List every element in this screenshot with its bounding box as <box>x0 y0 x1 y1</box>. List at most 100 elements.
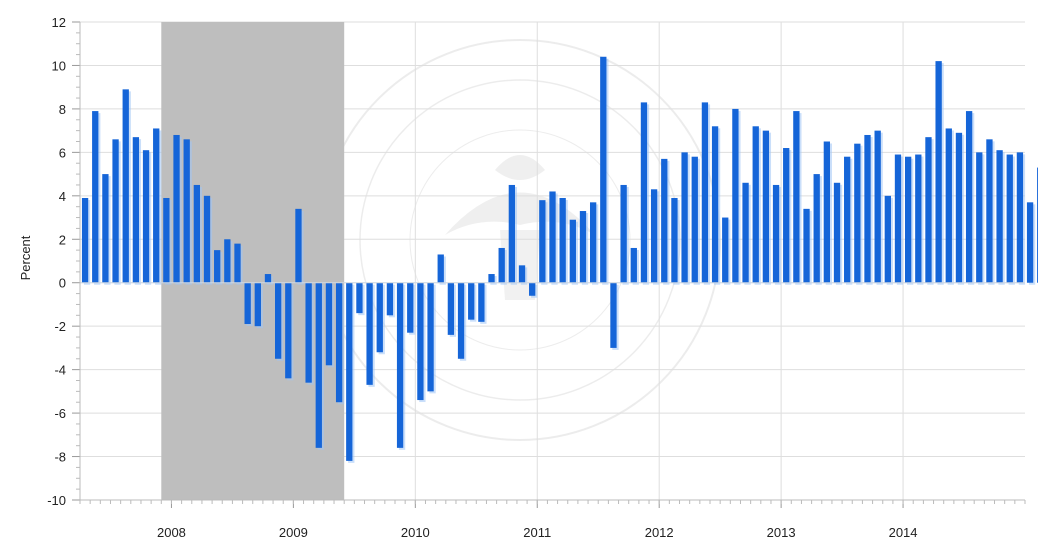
bar <box>722 217 729 283</box>
bar <box>630 247 637 283</box>
bar <box>1016 152 1024 283</box>
axes: -10 -8 -6 -4 -2 0 2 4 6 8 10 12 2008 2009 2010 2011 2012… <box>47 15 1026 540</box>
bar <box>986 139 993 283</box>
bar <box>844 156 851 283</box>
bar <box>600 56 607 283</box>
bar <box>569 219 576 283</box>
bar <box>935 61 942 283</box>
bar <box>650 189 658 283</box>
bar <box>610 282 617 348</box>
bar <box>508 184 516 283</box>
y-tick-label: 12 <box>52 15 66 30</box>
x-tick-label: 2012 <box>645 525 674 540</box>
bar <box>732 108 739 283</box>
bar <box>224 239 231 283</box>
bar <box>254 282 261 327</box>
y-tick-label: -6 <box>54 406 66 421</box>
bar <box>793 111 800 283</box>
bar <box>640 102 648 283</box>
bar <box>518 265 526 283</box>
bar <box>864 134 871 283</box>
bar <box>285 282 292 379</box>
bar <box>153 128 160 283</box>
bar <box>325 282 333 366</box>
bar <box>102 174 109 283</box>
bar <box>976 152 983 283</box>
bar <box>955 132 963 283</box>
bar <box>295 208 302 283</box>
bar <box>417 282 424 401</box>
bar <box>163 197 170 283</box>
x-tick-label: 2014 <box>889 525 918 540</box>
bar <box>203 195 211 283</box>
bar <box>671 197 678 283</box>
bars <box>80 56 1038 463</box>
bar <box>884 195 891 283</box>
x-tick-label: 2008 <box>157 525 186 540</box>
bar <box>437 254 444 283</box>
bar <box>742 182 749 283</box>
bar <box>691 156 698 283</box>
bar <box>589 202 597 283</box>
bar <box>945 128 952 283</box>
bar <box>915 154 922 283</box>
y-tick-label: -2 <box>54 319 66 334</box>
y-tick-label: 0 <box>59 276 66 291</box>
bar <box>457 282 465 359</box>
bar <box>356 282 363 314</box>
bar <box>965 111 973 283</box>
y-tick-label: 2 <box>59 232 66 247</box>
bar <box>894 154 902 283</box>
bar <box>1026 202 1034 283</box>
bar <box>904 156 912 283</box>
bar <box>549 191 556 283</box>
bar <box>874 130 881 283</box>
bar <box>701 102 709 283</box>
bar <box>783 148 790 283</box>
bar <box>711 126 719 283</box>
x-tick-label: 2009 <box>279 525 308 540</box>
bar <box>996 150 1003 283</box>
x-tick-label: 2013 <box>767 525 796 540</box>
bar <box>214 250 221 283</box>
bar <box>366 282 373 385</box>
bar <box>376 282 383 353</box>
bar <box>122 89 129 283</box>
federal-reserve-seal-watermark <box>319 39 721 441</box>
y-tick-label: -4 <box>54 363 66 378</box>
bar <box>335 282 343 403</box>
y-tick-label: 10 <box>52 58 66 73</box>
bar <box>762 130 770 283</box>
bar <box>478 282 485 322</box>
bar <box>386 282 394 316</box>
bar <box>661 158 668 283</box>
y-tick-label: -10 <box>47 493 66 508</box>
bar <box>488 274 495 283</box>
bar <box>772 184 780 283</box>
bar <box>183 139 190 283</box>
bar <box>315 282 322 448</box>
bar <box>854 143 861 283</box>
bar <box>407 282 414 333</box>
bar <box>813 174 820 283</box>
bar <box>468 282 475 320</box>
bar <box>142 150 150 283</box>
bar <box>620 184 627 283</box>
bar <box>447 282 455 335</box>
bar <box>559 197 566 283</box>
bar <box>346 282 353 461</box>
bar <box>427 282 434 392</box>
bar <box>925 137 932 283</box>
bar <box>681 152 688 283</box>
bar <box>539 200 546 283</box>
bar <box>132 137 140 283</box>
bar <box>173 134 180 283</box>
bar <box>529 282 536 296</box>
bar <box>498 247 505 283</box>
bar <box>274 282 282 359</box>
y-tick-label: -8 <box>54 450 66 465</box>
bar <box>112 139 119 283</box>
bar <box>823 141 831 283</box>
